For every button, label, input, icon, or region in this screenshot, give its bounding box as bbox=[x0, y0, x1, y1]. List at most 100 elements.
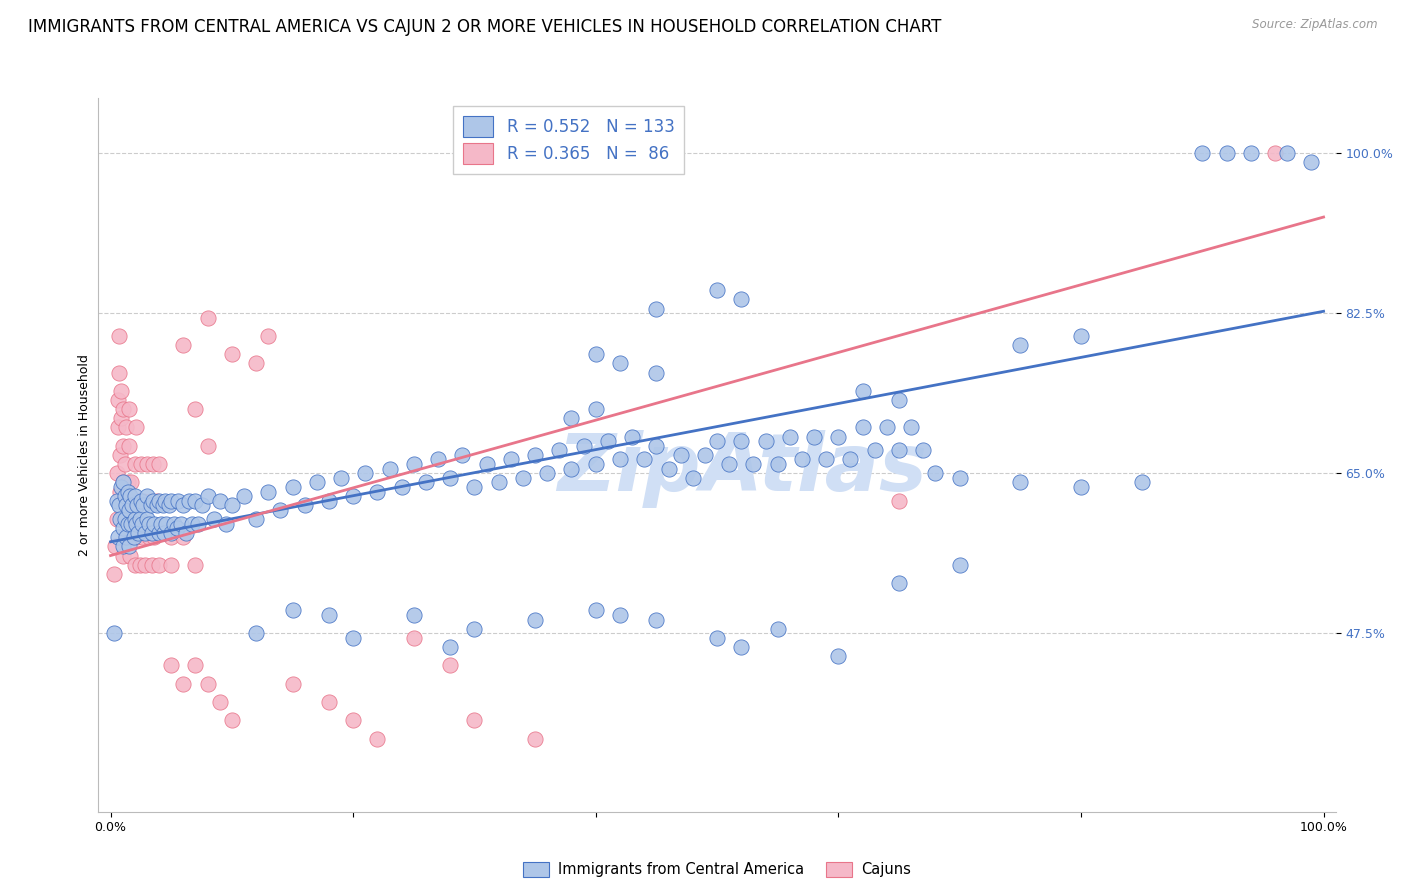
Point bbox=[118, 489, 141, 503]
Point bbox=[129, 493, 152, 508]
Point bbox=[118, 549, 141, 563]
Point bbox=[463, 622, 485, 636]
Point bbox=[153, 493, 176, 508]
Point bbox=[415, 475, 437, 490]
Point bbox=[949, 558, 972, 572]
Point bbox=[160, 530, 183, 544]
Point bbox=[107, 420, 129, 434]
Point bbox=[145, 493, 167, 508]
Point bbox=[318, 607, 340, 622]
Point bbox=[179, 493, 201, 508]
Point bbox=[305, 475, 328, 490]
Point bbox=[221, 347, 243, 361]
Point bbox=[451, 448, 474, 462]
Point bbox=[887, 493, 910, 508]
Point bbox=[730, 640, 752, 654]
Point bbox=[121, 530, 143, 544]
Point bbox=[645, 301, 668, 316]
Point bbox=[118, 512, 141, 526]
Point bbox=[187, 516, 209, 531]
Point bbox=[115, 530, 138, 544]
Point bbox=[208, 695, 231, 709]
Point bbox=[766, 457, 789, 471]
Point bbox=[105, 512, 128, 526]
Point bbox=[585, 457, 607, 471]
Point bbox=[221, 713, 243, 727]
Point bbox=[524, 613, 547, 627]
Point bbox=[439, 471, 461, 485]
Point bbox=[142, 493, 165, 508]
Point bbox=[170, 516, 193, 531]
Point bbox=[141, 558, 163, 572]
Point bbox=[439, 658, 461, 673]
Point bbox=[117, 475, 139, 490]
Point bbox=[682, 471, 704, 485]
Point bbox=[366, 731, 388, 746]
Point bbox=[366, 484, 388, 499]
Point bbox=[160, 558, 183, 572]
Point bbox=[609, 452, 631, 467]
Point bbox=[609, 607, 631, 622]
Point bbox=[281, 480, 304, 494]
Point bbox=[131, 516, 153, 531]
Point bbox=[111, 439, 134, 453]
Point bbox=[1070, 329, 1092, 343]
Point bbox=[378, 461, 401, 475]
Point bbox=[197, 310, 219, 325]
Point bbox=[924, 467, 946, 481]
Point bbox=[1070, 480, 1092, 494]
Point bbox=[111, 512, 134, 526]
Point bbox=[148, 457, 170, 471]
Point bbox=[402, 457, 425, 471]
Point bbox=[755, 434, 778, 449]
Point bbox=[1264, 146, 1286, 161]
Point bbox=[190, 498, 212, 512]
Point bbox=[118, 540, 141, 554]
Point bbox=[572, 439, 595, 453]
Point bbox=[197, 439, 219, 453]
Point bbox=[131, 530, 153, 544]
Point bbox=[815, 452, 838, 467]
Point bbox=[184, 658, 207, 673]
Point bbox=[115, 530, 138, 544]
Point bbox=[160, 525, 183, 540]
Point bbox=[499, 452, 522, 467]
Point bbox=[162, 516, 184, 531]
Point bbox=[645, 613, 668, 627]
Point bbox=[172, 338, 194, 352]
Point bbox=[110, 448, 132, 462]
Point bbox=[114, 489, 136, 503]
Point bbox=[402, 631, 425, 645]
Point bbox=[257, 484, 280, 499]
Point bbox=[132, 493, 155, 508]
Point bbox=[281, 676, 304, 690]
Point bbox=[125, 420, 148, 434]
Point bbox=[124, 457, 146, 471]
Point bbox=[427, 452, 450, 467]
Point bbox=[148, 558, 170, 572]
Point bbox=[128, 512, 150, 526]
Point bbox=[111, 475, 134, 490]
Point bbox=[110, 484, 132, 499]
Point bbox=[184, 493, 207, 508]
Point bbox=[766, 622, 789, 636]
Point bbox=[136, 512, 159, 526]
Point bbox=[585, 402, 607, 417]
Point bbox=[294, 498, 316, 512]
Point bbox=[657, 461, 679, 475]
Point bbox=[730, 293, 752, 307]
Point bbox=[117, 512, 139, 526]
Point bbox=[596, 434, 619, 449]
Point bbox=[330, 471, 353, 485]
Point bbox=[1010, 475, 1032, 490]
Point bbox=[166, 521, 188, 535]
Point bbox=[852, 384, 875, 398]
Point bbox=[125, 516, 148, 531]
Point bbox=[318, 695, 340, 709]
Point bbox=[560, 411, 582, 425]
Point bbox=[167, 493, 190, 508]
Y-axis label: 2 or more Vehicles in Household: 2 or more Vehicles in Household bbox=[79, 354, 91, 556]
Point bbox=[150, 516, 173, 531]
Point bbox=[585, 347, 607, 361]
Point bbox=[117, 484, 139, 499]
